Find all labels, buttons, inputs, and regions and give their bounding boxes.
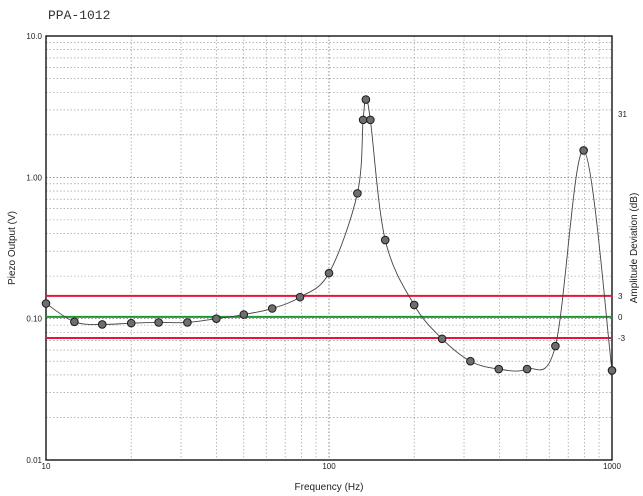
data-point (366, 115, 375, 125)
data-point (212, 314, 221, 323)
y-tick-label: 10.0 (26, 32, 42, 41)
data-point (41, 299, 51, 308)
data-point (183, 318, 192, 327)
data-point (522, 364, 532, 374)
data-point (324, 268, 334, 278)
chart-title: PPA-1012 (48, 8, 111, 23)
x-axis-title: Frequency (Hz) (295, 482, 364, 493)
data-point (70, 317, 79, 327)
data-point (97, 320, 107, 329)
data-point (353, 189, 362, 198)
x-tick-label: 100 (322, 462, 336, 471)
data-point (494, 364, 504, 374)
plot-frame (45, 35, 613, 461)
y2-tick-label: -3 (618, 334, 626, 343)
y-axis-title: Piezo Output (V) (7, 211, 18, 285)
data-point (380, 235, 390, 245)
y-tick-label: 0.01 (26, 456, 42, 465)
x-tick-label: 1000 (603, 462, 621, 471)
data-point (358, 115, 368, 125)
data-point (551, 341, 560, 351)
data-point (409, 300, 419, 310)
y2-tick-label: 0 (618, 313, 623, 322)
data-point (295, 292, 305, 302)
data-point (361, 95, 371, 104)
y-tick-label: 1.00 (26, 173, 42, 182)
tick-labels: 10 100 1000 0.01 0.10 1.00 10.0 31 3 0 -3 (26, 32, 627, 471)
reference-lines (46, 294, 612, 339)
series-line (45, 99, 613, 372)
data-point (607, 366, 617, 375)
secondary-y-axis-title: Amplitude Deviation (dB) (629, 193, 640, 304)
y2-tick-label: 3 (618, 292, 623, 301)
data-point (239, 310, 249, 319)
data-points (41, 95, 617, 375)
data-point (126, 318, 136, 328)
grid (46, 36, 612, 460)
data-point (267, 304, 277, 313)
data-point (579, 146, 588, 155)
y2-tick-label: 31 (618, 110, 627, 119)
data-point (466, 356, 475, 366)
data-point (154, 318, 163, 327)
data-point (437, 334, 447, 344)
y-tick-label: 0.10 (26, 315, 42, 324)
x-tick-label: 10 (42, 462, 51, 471)
